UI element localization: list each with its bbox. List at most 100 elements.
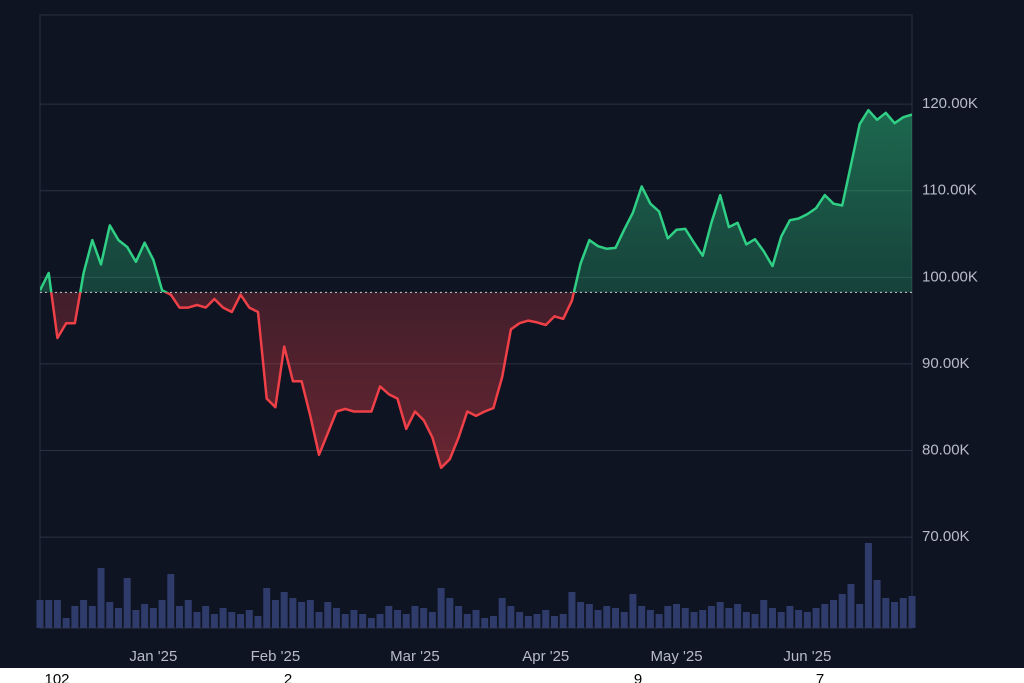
volume-bar: [289, 598, 297, 628]
volume-bar: [612, 608, 620, 628]
volume-bar: [428, 612, 436, 628]
volume-bar: [760, 600, 768, 628]
volume-bar: [158, 600, 166, 628]
volume-bar: [489, 616, 497, 628]
volume-bar: [298, 602, 306, 628]
volume-bar: [176, 606, 184, 628]
volume-bar: [812, 608, 820, 628]
volume-bar: [856, 604, 864, 628]
volume-bar: [830, 600, 838, 628]
volume-bar: [734, 604, 742, 628]
volume-bar: [350, 610, 358, 628]
volume-bar: [149, 608, 157, 628]
volume-bar: [873, 580, 881, 628]
volume-bar: [681, 608, 689, 628]
footer-strip: [0, 668, 1024, 683]
volume-bar: [690, 612, 698, 628]
volume-bar: [533, 614, 541, 628]
volume-bar: [472, 610, 480, 628]
volume-bar: [891, 602, 899, 628]
volume-bar: [45, 600, 53, 628]
volume-bar: [908, 596, 916, 628]
volume-bar: [324, 602, 332, 628]
volume-bar: [385, 606, 393, 628]
background: [0, 0, 1024, 668]
volume-bar: [315, 612, 323, 628]
volume-bar: [80, 600, 88, 628]
volume-bar: [507, 606, 515, 628]
volume-bar: [193, 612, 201, 628]
volume-bar: [394, 610, 402, 628]
volume-bar: [838, 594, 846, 628]
footer-label: 7: [816, 671, 824, 683]
volume-bar: [585, 604, 593, 628]
volume-bar: [210, 614, 218, 628]
volume-bar: [786, 606, 794, 628]
y-tick-label: 80.00K: [922, 441, 970, 458]
volume-bar: [638, 606, 646, 628]
volume-bar: [768, 608, 776, 628]
volume-bar: [655, 614, 663, 628]
volume-bar: [498, 598, 506, 628]
footer-label: 9: [634, 671, 642, 683]
y-tick-label: 120.00K: [922, 95, 978, 112]
volume-bar: [219, 608, 227, 628]
volume-bar: [228, 612, 236, 628]
y-tick-label: 100.00K: [922, 268, 978, 285]
volume-bar: [245, 610, 253, 628]
volume-bar: [577, 602, 585, 628]
volume-bar: [742, 612, 750, 628]
volume-bar: [367, 618, 375, 628]
volume-bar: [167, 574, 175, 628]
volume-bar: [141, 604, 149, 628]
volume-bar: [516, 612, 524, 628]
volume-bar: [629, 594, 637, 628]
x-tick-label: Mar '25: [390, 648, 440, 665]
volume-bar: [707, 606, 715, 628]
footer-label: 102: [44, 671, 69, 683]
volume-bar: [420, 608, 428, 628]
x-tick-label: Apr '25: [522, 648, 569, 665]
volume-bar: [882, 598, 890, 628]
volume-bar: [36, 600, 44, 628]
volume-bar: [263, 588, 271, 628]
footer-label: 2: [284, 671, 292, 683]
x-tick-label: May '25: [651, 648, 703, 665]
area-down: [40, 292, 912, 468]
volume-bar: [53, 600, 61, 628]
x-tick-label: Feb '25: [251, 648, 301, 665]
volume-bar: [332, 608, 340, 628]
y-tick-label: 70.00K: [922, 528, 970, 545]
volume-bar: [524, 616, 532, 628]
volume-bar: [673, 604, 681, 628]
volume-bar: [594, 610, 602, 628]
volume-bar: [437, 588, 445, 628]
volume-bar: [550, 616, 558, 628]
line-up: [40, 108, 912, 293]
x-tick-label: Jun '25: [783, 648, 831, 665]
volume-bar: [455, 606, 463, 628]
y-tick-label: 90.00K: [922, 355, 970, 372]
volume-bar: [114, 608, 122, 628]
volume-bar: [481, 618, 489, 628]
volume-bar: [664, 606, 672, 628]
area-up: [40, 110, 912, 293]
volume-bar: [795, 610, 803, 628]
volume-bar: [254, 616, 262, 628]
y-tick-label: 110.00K: [922, 182, 977, 199]
volume-bar: [699, 610, 707, 628]
volume-bar: [559, 614, 567, 628]
volume-bar: [88, 606, 96, 628]
volume-bar: [542, 610, 550, 628]
line-down: [50, 292, 576, 470]
volume-bar: [184, 600, 192, 628]
volume-bar: [646, 610, 654, 628]
volume-bar: [280, 592, 288, 628]
volume-bar: [899, 598, 907, 628]
volume-bar: [71, 606, 79, 628]
volume-bar: [803, 612, 811, 628]
volume-bar: [123, 578, 131, 628]
volume-bar: [132, 610, 140, 628]
